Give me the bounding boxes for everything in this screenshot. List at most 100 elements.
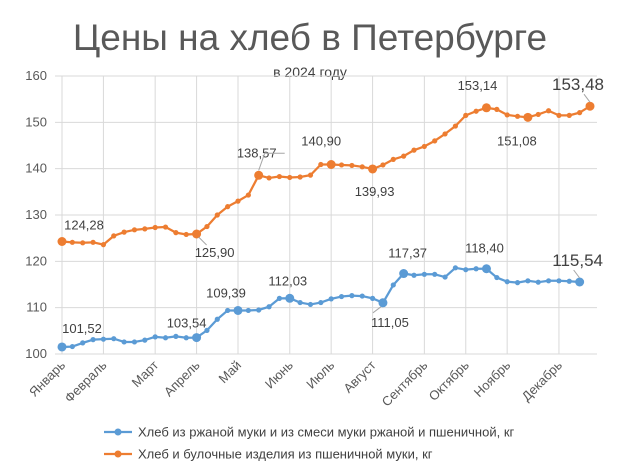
data-point xyxy=(266,175,272,181)
chart-subtitle: в 2024 году xyxy=(273,64,347,80)
data-label: 151,08 xyxy=(497,133,537,148)
legend-swatch-marker xyxy=(114,450,122,458)
data-point xyxy=(307,172,314,178)
data-point xyxy=(152,334,158,340)
data-point xyxy=(566,278,572,284)
data-point xyxy=(556,278,562,284)
data-point xyxy=(131,227,138,233)
data-point xyxy=(173,230,179,236)
label-leader xyxy=(573,269,581,279)
data-point xyxy=(121,339,127,345)
data-point xyxy=(514,113,521,119)
data-point xyxy=(245,192,251,198)
data-point xyxy=(100,242,107,248)
data-point xyxy=(401,153,407,159)
data-point xyxy=(545,108,552,114)
data-label: 124,28 xyxy=(64,218,104,233)
data-point xyxy=(442,131,448,137)
data-point xyxy=(111,336,117,342)
data-point xyxy=(318,299,324,306)
data-point xyxy=(369,295,376,301)
data-point xyxy=(338,293,345,300)
data-point xyxy=(192,229,202,239)
data-label: 103,54 xyxy=(167,316,207,331)
data-point xyxy=(214,212,220,218)
data-point xyxy=(245,307,251,314)
data-point xyxy=(359,164,365,170)
data-point xyxy=(535,111,541,118)
label-leader xyxy=(258,152,285,171)
y-axis-ticks: 100 110 120 130 140 150 160 xyxy=(25,68,47,361)
series-lines xyxy=(57,101,595,352)
data-point xyxy=(545,278,552,284)
data-label: 125,90 xyxy=(195,245,235,260)
data-point xyxy=(204,327,210,333)
data-point xyxy=(421,143,427,150)
data-point xyxy=(575,277,585,287)
legend: Хлеб из ржаной муки и из смеси муки ржан… xyxy=(104,425,515,462)
data-point xyxy=(276,173,283,180)
data-point xyxy=(183,231,189,238)
data-point xyxy=(463,267,469,273)
data-label: 138,57 xyxy=(237,145,277,160)
data-point xyxy=(254,170,264,180)
data-point xyxy=(481,103,491,113)
y-tick-label: 110 xyxy=(26,300,47,315)
data-point xyxy=(111,233,117,239)
data-point xyxy=(121,229,127,235)
x-tick-label: Июнь xyxy=(262,357,296,391)
data-point xyxy=(494,274,500,281)
label-leader xyxy=(372,306,382,314)
gridlines xyxy=(55,75,597,355)
data-point xyxy=(307,301,314,308)
data-point xyxy=(183,335,189,341)
data-label: 117,37 xyxy=(388,246,427,261)
data-label: 140,90 xyxy=(301,133,341,148)
data-point xyxy=(504,112,510,118)
data-label: 112,03 xyxy=(268,273,307,288)
data-point xyxy=(494,106,500,112)
data-point xyxy=(100,336,107,342)
data-point xyxy=(390,282,396,288)
data-point xyxy=(225,307,231,314)
data-point xyxy=(463,112,469,118)
data-point xyxy=(378,298,388,308)
data-point xyxy=(481,264,491,274)
data-point xyxy=(80,240,86,246)
data-point xyxy=(287,174,293,181)
data-point xyxy=(192,333,202,343)
legend-swatch-marker xyxy=(114,428,122,436)
data-point xyxy=(173,333,179,339)
y-tick-label: 130 xyxy=(25,207,47,222)
data-point xyxy=(504,279,510,285)
data-label: 153,14 xyxy=(458,78,498,93)
y-tick-label: 100 xyxy=(25,346,47,361)
label-leader xyxy=(198,236,207,246)
data-point xyxy=(421,271,427,277)
data-label: 118,40 xyxy=(465,241,504,256)
data-label: 139,93 xyxy=(355,184,395,199)
x-tick-label: Сентябрь xyxy=(379,357,431,409)
x-tick-label: Февраль xyxy=(62,357,110,405)
data-point xyxy=(566,112,572,118)
data-point xyxy=(368,164,378,174)
x-tick-label: Ноябрь xyxy=(471,357,514,400)
data-point xyxy=(285,293,295,303)
label-leader xyxy=(583,93,591,103)
data-label: 109,39 xyxy=(206,285,246,300)
data-point xyxy=(152,224,158,231)
data-point xyxy=(90,337,96,343)
data-point xyxy=(525,278,531,284)
data-point xyxy=(142,226,148,232)
data-point xyxy=(535,279,541,285)
x-tick-label: Декабрь xyxy=(519,357,566,404)
data-point xyxy=(452,123,459,129)
y-tick-label: 120 xyxy=(25,253,47,268)
y-tick-label: 160 xyxy=(25,68,47,83)
data-point xyxy=(473,266,479,272)
data-point xyxy=(432,138,438,144)
data-point xyxy=(577,110,583,116)
data-point xyxy=(318,161,324,168)
chart-title: Цены на хлеб в Петербурге xyxy=(73,17,547,58)
